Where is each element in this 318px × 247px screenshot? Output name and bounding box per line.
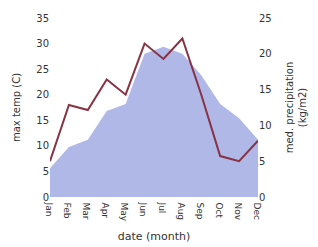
- svg-text:30: 30: [36, 38, 49, 49]
- svg-text:May: May: [119, 203, 129, 222]
- svg-text:15: 15: [259, 84, 272, 95]
- svg-text:Jan: Jan: [44, 202, 54, 217]
- svg-text:Sep: Sep: [195, 203, 205, 220]
- svg-text:Jul: Jul: [157, 202, 167, 214]
- svg-text:15: 15: [36, 115, 49, 126]
- svg-text:5: 5: [259, 156, 265, 167]
- svg-text:10: 10: [259, 120, 272, 131]
- svg-text:Mar: Mar: [81, 203, 91, 220]
- svg-text:max temp (C): max temp (C): [11, 73, 22, 142]
- svg-text:med. precipitation(kg/m2): med. precipitation(kg/m2): [284, 62, 308, 154]
- svg-text:20: 20: [36, 89, 49, 100]
- svg-text:20: 20: [259, 48, 272, 59]
- svg-text:date (month): date (month): [118, 230, 191, 243]
- svg-text:0: 0: [43, 192, 49, 203]
- svg-text:25: 25: [259, 13, 272, 24]
- svg-text:Jun: Jun: [138, 202, 148, 217]
- svg-text:Aug: Aug: [176, 203, 186, 221]
- svg-text:10: 10: [36, 140, 49, 151]
- svg-text:0: 0: [259, 192, 265, 203]
- svg-text:Dec: Dec: [252, 203, 262, 220]
- svg-text:35: 35: [36, 13, 49, 24]
- svg-text:Apr: Apr: [100, 203, 110, 219]
- svg-text:5: 5: [43, 166, 49, 177]
- svg-text:25: 25: [36, 64, 49, 75]
- svg-text:Nov: Nov: [233, 203, 243, 221]
- svg-text:Oct: Oct: [214, 203, 224, 219]
- svg-text:Feb: Feb: [62, 203, 72, 219]
